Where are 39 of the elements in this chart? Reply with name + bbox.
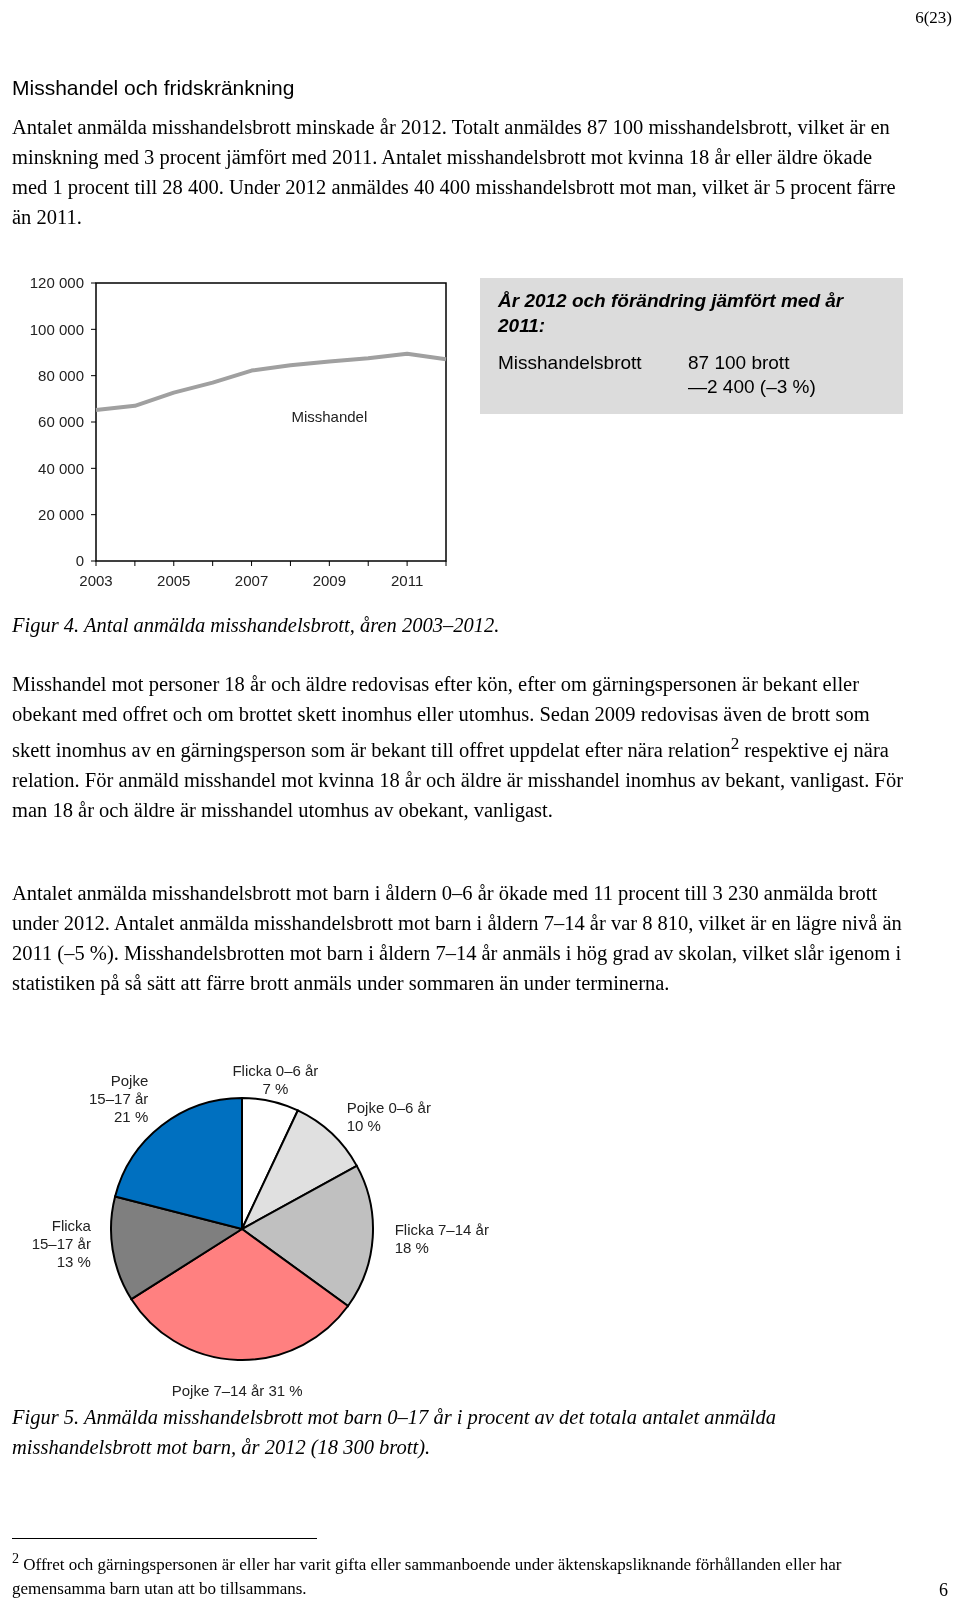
text: Figur 4. Antal anmälda misshandelsbrott, åren 2003–2012. (12, 613, 501, 639)
x-tick-label: 2005 (157, 572, 191, 589)
text: Misshandel mot personer 18 år och äldre redovisas efter kön, efter om gärningspersonen är bekant eller obekant med offret och om brottet skett inomhus eller utomhus. Sedan 2009 redovisas även de brott som skett inomhus av en gärningsperson som är bekant till offret uppdelat efter nära relation$^{2}$ respektive ej nära relation. För anmäld misshandel mot kvinna 18 år och äldre är misshandel inomhus av bekant, vanligast. För man 18 år och äldre är misshandel utomhus av obekant, vanligast. (12, 672, 904, 824)
x-tick-label: 2003 (79, 572, 113, 589)
text: 87 100 brott (688, 352, 791, 373)
y-tick-label: 100 000 (29, 320, 84, 338)
y-tick-label: 120 000 (29, 274, 84, 292)
slice-label: Pojke 0–6 år (346, 1099, 431, 1117)
text: År 2012 och förändring jämfört med år 2011: (497, 290, 845, 336)
y-tick-label: 80 000 (38, 366, 84, 384)
x-tick-label: 2009 (312, 572, 347, 589)
data-label: 18 % (394, 1238, 429, 1256)
text: Misshandelsbrott (498, 352, 643, 373)
data-label: 31 % (268, 1381, 303, 1399)
y-tick-label: 60 000 (38, 413, 84, 431)
slice-label: Flicka 15–17 år (31, 1216, 92, 1252)
data-label: 10 % (346, 1117, 381, 1135)
line-series (94, 351, 448, 412)
data-label: 7 % (262, 1079, 289, 1097)
data-label: 21 % (114, 1108, 149, 1126)
slice-label: Pojke 7–14 år (171, 1381, 265, 1399)
x-tick-label: 2007 (234, 572, 269, 589)
text: Antalet anmälda misshandelsbrott minskade år 2012. Totalt anmäldes 87 100 misshandelsbrott, vilket är en minskning med 3 procent jämfört med 2011. Antalet misshandelsbrott mot kvinna 18 år eller äldre ökade med 1 procent till 28 400. Under 2012 anmäldes 40 400 misshandelsbrott mot man, vilket är 5 procent färre än 2011. (12, 115, 897, 230)
y-tick-label: 40 000 (38, 459, 84, 477)
y-tick-label: 20 000 (38, 505, 84, 523)
text: Antalet anmälda misshandelsbrott mot barn i åldern 0–6 år ökade med 11 procent till 3 230 anmälda brott under 2012. Antalet anmälda misshandelsbrott mot barn i åldern 7–14 år var 8 810, vilket är en lägre nivå än 2011 (–5 %). Misshandelsbrotten mot barn i åldern 7–14 år anmäls i hög grad av skolan, vilket slår igenom i statistiken på så sätt att färre brott anmäls under sommaren än under terminerna. (12, 881, 903, 997)
slice-label: Pojke 15–17 år (89, 1072, 149, 1108)
chart-title: Misshandel och fridskränkning (12, 76, 295, 100)
text: 6 (939, 1580, 948, 1601)
slice-label: Flicka 7–14 år (394, 1220, 489, 1238)
slice-label: Flicka 0–6 år (232, 1061, 319, 1079)
text: Misshandel (291, 407, 368, 425)
text: —2 400 (–3 %) (688, 376, 816, 397)
text: $^{2}$ Offret och gärningspersonen är eller har varit gifta eller sammanboende under äktenskapsliknande förhållanden eller har gemensamma barn utan att bo tillsammans. (12, 1549, 843, 1600)
y-tick-label: 0 (75, 552, 84, 570)
data-label: 13 % (56, 1252, 91, 1270)
text: 6(23) (915, 8, 952, 28)
x-tick-label: 2011 (390, 572, 424, 589)
text: Figur 5. Anmälda misshandelsbrott mot barn 0–17 år i procent av det totala antalet anmälda misshandelsbrott mot barn, år 2012 (18 300 brott). (12, 1405, 777, 1461)
